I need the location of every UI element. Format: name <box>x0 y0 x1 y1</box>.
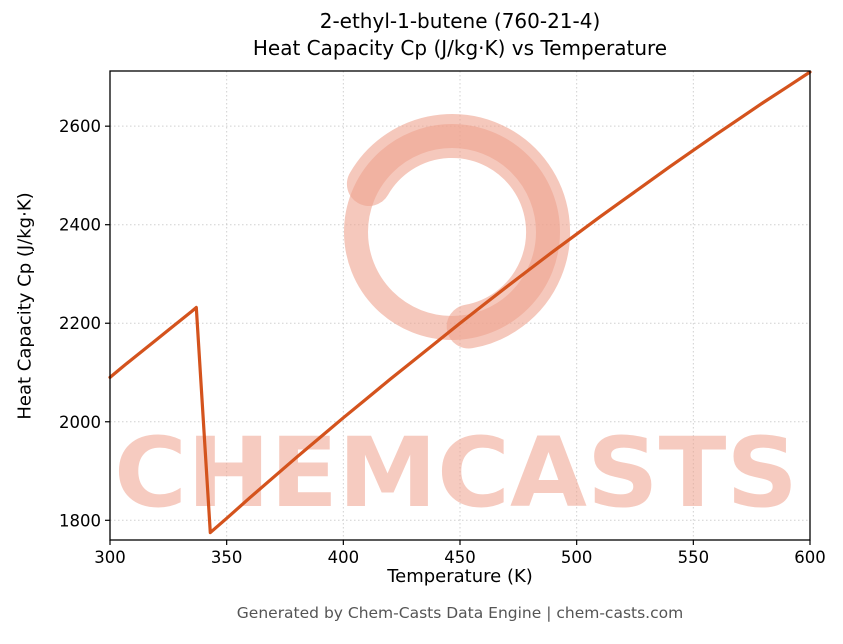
y-tick-label: 2000 <box>59 413 101 432</box>
y-tick-label: 2400 <box>59 216 101 235</box>
chart-title-line1: 2-ethyl-1-butene (760-21-4) <box>319 9 601 33</box>
chart-title: 2-ethyl-1-butene (760-21-4) Heat Capacit… <box>110 8 810 62</box>
x-tick-label: 600 <box>794 548 826 567</box>
y-tick-label: 2600 <box>59 117 101 136</box>
x-tick-label: 400 <box>328 548 360 567</box>
x-tick-label: 300 <box>94 548 126 567</box>
x-axis-label: Temperature (K) <box>387 566 533 587</box>
y-tick-label: 1800 <box>59 511 101 530</box>
watermark-ring-brush-icon <box>346 114 571 349</box>
footer-text: Generated by Chem-Casts Data Engine | ch… <box>236 604 684 622</box>
watermark-text: CHEMCASTS <box>114 417 798 529</box>
plot-frame <box>109 70 811 541</box>
x-tick-label: 550 <box>678 548 710 567</box>
x-tick-label: 500 <box>561 548 593 567</box>
cp-curve <box>108 70 812 535</box>
x-tick-label: 350 <box>211 548 243 567</box>
x-tick-label: 450 <box>444 548 476 567</box>
chart-title-line2: Heat Capacity Cp (J/kg·K) vs Temperature <box>252 36 668 60</box>
y-tick-label: 2200 <box>59 314 101 333</box>
